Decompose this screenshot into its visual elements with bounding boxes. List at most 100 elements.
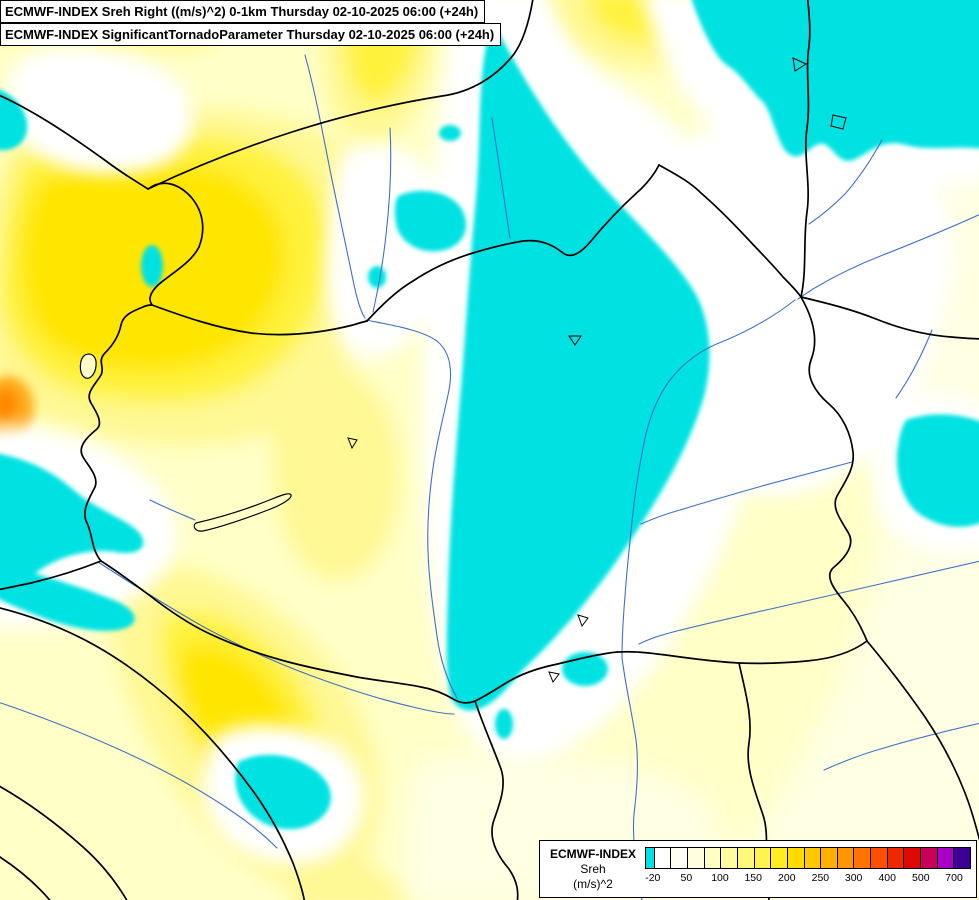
contour-cyan-region [0, 89, 28, 151]
contour-orange-regions [0, 376, 34, 440]
river-line [640, 461, 853, 525]
legend-color-segment [703, 848, 721, 868]
river-line [797, 214, 979, 300]
river-line [304, 54, 366, 319]
border-line [0, 94, 149, 190]
legend-tick-label: -20 [645, 872, 661, 884]
map-title-secondary: ECMWF-INDEX SignificantTornadoParameter … [0, 23, 502, 46]
legend-color-segment [886, 848, 904, 868]
map-title-primary-text: ECMWF-INDEX Sreh Right ((m/s)^2) 0-1km T… [5, 4, 479, 19]
legend-color-segment [687, 848, 704, 868]
contour-cyan-region [495, 709, 513, 739]
legend-color-segment [903, 848, 921, 868]
contour-cyan-region [446, 25, 710, 711]
lakes [79, 353, 292, 532]
map-title-primary: ECMWF-INDEX Sreh Right ((m/s)^2) 0-1km T… [0, 0, 486, 23]
border-line [800, 0, 811, 298]
border-line [866, 640, 979, 841]
border-line [0, 607, 306, 900]
legend-tick-label: 400 [878, 872, 896, 884]
legend-units: (m/s)^2 [573, 876, 613, 891]
legend-title: ECMWF-INDEX [550, 846, 636, 861]
legend-color-segment [753, 848, 771, 868]
legend-color-segment [736, 848, 754, 868]
contour-cyan-region [141, 245, 163, 287]
contour-cyan-regions [0, 0, 979, 830]
contour-cyan-region [896, 414, 979, 527]
map-markers [347, 57, 847, 684]
legend-tick-label: 150 [744, 872, 762, 884]
legend-tick-label: 100 [711, 872, 729, 884]
map-marker [830, 114, 847, 130]
river-line [638, 560, 979, 645]
legend-ticks: -20 50 100 150 200 250 300 400 500 700 [645, 869, 971, 885]
legend-color-segment [853, 848, 871, 868]
river-tisza [621, 299, 796, 659]
legend-tick-label: 700 [945, 872, 963, 884]
border-line [0, 560, 102, 591]
map-marker [568, 335, 582, 346]
river-line [0, 702, 278, 849]
border-danube-section [151, 304, 368, 336]
legend-labels: ECMWF-INDEX Sreh (m/s)^2 [545, 844, 641, 894]
contour-cyan-region [439, 125, 461, 141]
lake-balaton [193, 493, 292, 532]
map-title-secondary-text: ECMWF-INDEX SignificantTornadoParameter … [5, 27, 495, 42]
legend-color-segment [936, 848, 954, 868]
legend-color-segment [953, 848, 970, 868]
map-marker [548, 671, 560, 684]
contour-white-region [6, 47, 194, 175]
border-line [80, 304, 153, 562]
contour-yellow-region [272, 348, 401, 581]
legend-color-segment [920, 848, 937, 868]
map-marker [792, 57, 808, 72]
contour-cyan-region [394, 190, 467, 252]
legend-tick-label: 300 [844, 872, 863, 884]
contour-cyan-region [691, 0, 979, 161]
border-line [147, 182, 204, 306]
legend-panel: ECMWF-INDEX Sreh (m/s)^2 -20 50 100 150 200 2… [539, 840, 977, 898]
river-line [808, 139, 883, 225]
legend-colorbar [645, 847, 971, 869]
contour-cyan-region [235, 754, 331, 830]
legend-color-segment [803, 848, 821, 868]
river-line [823, 722, 979, 771]
border-line [658, 164, 802, 298]
legend-tick-label: 50 [680, 872, 693, 884]
legend-bar-wrap: -20 50 100 150 200 250 300 400 500 700 [645, 844, 971, 894]
river-line [149, 499, 196, 521]
border-line [0, 785, 128, 900]
legend-color-segment [786, 848, 804, 868]
river-drava [97, 561, 455, 715]
border-line [800, 296, 979, 340]
lake-neusiedl [79, 353, 97, 379]
legend-color-segment [770, 848, 787, 868]
river-line [895, 329, 933, 399]
contour-white-region [643, 121, 953, 497]
legend-color-segment [836, 848, 854, 868]
border-line [147, 0, 534, 190]
border-line [800, 296, 868, 642]
border-line [474, 700, 519, 900]
river-line [372, 127, 392, 313]
legend-tick-label: 500 [912, 872, 930, 884]
legend-tick-label: 250 [811, 872, 830, 884]
border-line [366, 164, 660, 322]
contour-cyan-region [368, 266, 386, 288]
legend-color-segment [670, 848, 688, 868]
map-marker [577, 614, 589, 628]
contour-cyan-region [0, 563, 135, 631]
legend-tick-label: 200 [778, 872, 796, 884]
river-line [491, 117, 511, 239]
river-danube [365, 319, 458, 699]
legend-color-segment [870, 848, 887, 868]
border-line [0, 856, 51, 900]
legend-color-segment [646, 848, 654, 868]
map-marker [347, 437, 358, 450]
legend-color-segment [720, 848, 737, 868]
contour-orange-core [0, 388, 18, 424]
legend-color-segment [820, 848, 837, 868]
